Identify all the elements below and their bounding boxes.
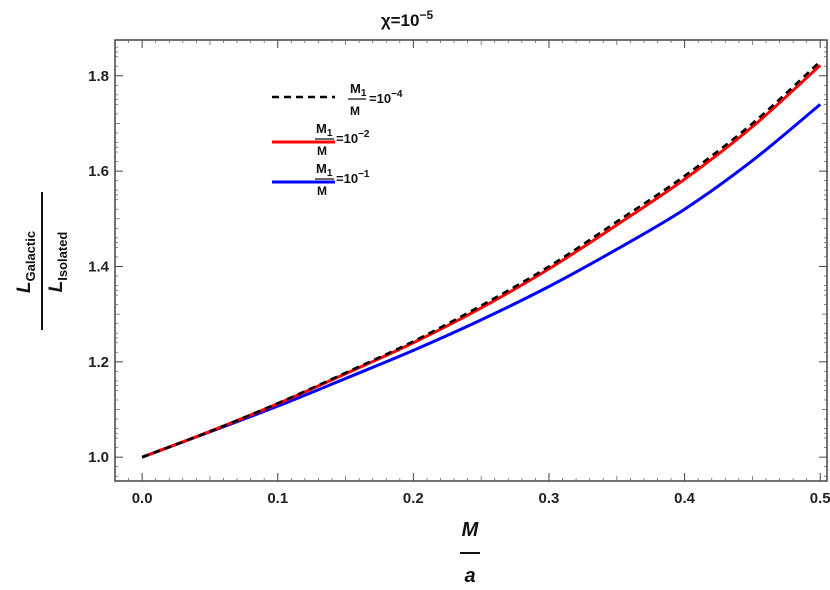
- series-line-3: [141, 103, 822, 459]
- x-tick-label-3: 0.3: [539, 490, 560, 507]
- chart-title-exponent: −5: [419, 8, 433, 22]
- series-lines: [141, 60, 822, 459]
- y-tick-label-3: 1.6: [88, 163, 109, 180]
- svg-text:=10−1: =10−1: [336, 169, 370, 186]
- series-line-2: [141, 64, 822, 459]
- x-axis-label: M a: [460, 519, 480, 587]
- chart-title-base: χ=10: [381, 11, 420, 30]
- series-line-1: [141, 60, 822, 459]
- y-tick-label-2: 1.4: [88, 258, 110, 275]
- x-axis-label-denominator: a: [464, 565, 475, 587]
- legend-entry-3: M1 M =10−1: [272, 161, 370, 198]
- y-axis-label: LGalactic LIsolated: [14, 192, 70, 330]
- svg-text:M1: M1: [350, 81, 367, 99]
- y-axis-label-numerator: LGalactic: [14, 231, 38, 293]
- y-tick-label-4: 1.8: [88, 68, 109, 85]
- legend-entry-1: M1 M =10−4: [272, 81, 403, 118]
- legend: M1 M =10−4 M1 M =10−2 M1 M =10−1: [272, 81, 403, 198]
- x-tick-label-1: 0.1: [267, 490, 288, 507]
- svg-text:M1: M1: [316, 121, 333, 139]
- svg-text:M: M: [317, 184, 327, 198]
- svg-text:M: M: [317, 144, 327, 158]
- y-axis-label-denominator: LIsolated: [46, 232, 70, 293]
- axis-tick-labels: 0.0 0.1 0.2 0.3 0.4 0.5 1.0 1.2 1.4 1.6 1.8: [88, 68, 830, 507]
- legend-entry-2: M1 M =10−2: [272, 121, 370, 158]
- svg-text:M: M: [350, 104, 360, 118]
- svg-text:M1: M1: [316, 161, 333, 179]
- x-tick-label-0: 0.0: [132, 490, 153, 507]
- y-tick-label-1: 1.2: [88, 354, 109, 371]
- x-tick-label-2: 0.2: [403, 490, 424, 507]
- svg-text:=10−4: =10−4: [369, 89, 403, 106]
- y-tick-label-0: 1.0: [88, 449, 109, 466]
- svg-text:=10−2: =10−2: [336, 129, 370, 146]
- axis-ticks: [115, 40, 827, 481]
- x-tick-label-5: 0.5: [810, 490, 830, 507]
- plot-frame: [114, 39, 828, 482]
- x-axis-label-numerator: M: [462, 519, 480, 541]
- x-tick-label-4: 0.4: [674, 490, 696, 507]
- chart-title: χ=10−5: [381, 8, 434, 30]
